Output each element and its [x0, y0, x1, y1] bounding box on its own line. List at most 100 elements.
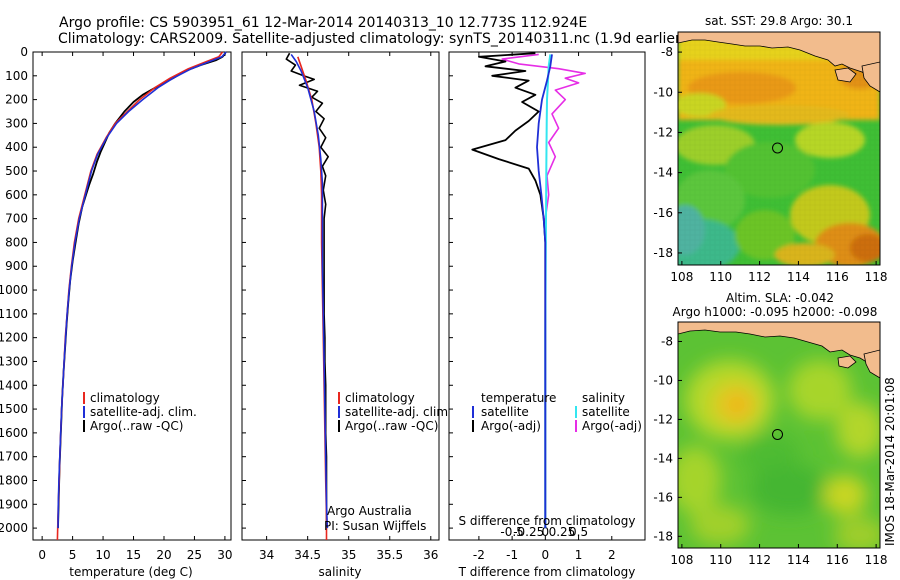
legend-argo: Argo(..raw -QC) [345, 419, 438, 433]
sst-field [678, 32, 880, 265]
sla-map-frame [677, 321, 881, 549]
map-x-tick-label: 118 [865, 270, 888, 284]
map-x-tick-label: 110 [709, 270, 732, 284]
salinity-panel: 34 34.5 35 35.5 36 salinity climatology sate… [241, 51, 452, 579]
sla-map-title: Altim. SLA: -0.042 [726, 291, 834, 305]
sla-map: Altim. SLA: -0.042 Argo h1000: -0.095 h2… [653, 291, 887, 567]
s-argo-diff-line [501, 53, 586, 529]
y-tick-label: 100 [5, 69, 28, 83]
map-y-tick-label: -10 [653, 85, 673, 99]
temperature-legend: climatology satellite-adj. clim. Argo(..… [83, 391, 197, 433]
salinity-legend: climatology satellite-adj. clim. Argo(..… [338, 391, 452, 433]
map-x-tick-label: 114 [787, 553, 810, 567]
t-satellite-diff-line [536, 54, 553, 529]
s-tick-label: -0.5 [500, 525, 523, 539]
y-tick-label: 600 [5, 188, 28, 202]
x-tick-label: 34.5 [294, 548, 321, 562]
y-tick-label: 1300 [0, 354, 28, 368]
map-x-tick-label: 110 [709, 553, 732, 567]
sst-map-frame [677, 31, 881, 266]
pi-note: PI: Susan Wijffels [324, 519, 426, 533]
y-tick-label: 1700 [0, 450, 28, 464]
y-tick-label: 800 [5, 235, 28, 249]
map-x-tick-label: 116 [826, 553, 849, 567]
y-tick-label: 1100 [0, 307, 28, 321]
x-tick-label: 25 [187, 548, 202, 562]
y-tick-label: 0 [20, 45, 28, 59]
map-y-tick-label: -8 [661, 334, 673, 348]
difference-panel: -2 -1 0 1 2-0.5-0.250 0.250.5 S difference fr… [448, 51, 646, 579]
map-y-tick-label: -12 [653, 125, 673, 139]
legend-argo: Argo(..raw -QC) [90, 419, 183, 433]
map-y-tick-label: -18 [653, 246, 673, 260]
legend-s-satellite: satellite [582, 405, 630, 419]
salinity-axes [241, 51, 440, 541]
land-island [861, 61, 880, 93]
figure-subtitle: Climatology: CARS2009. Satellite-adjuste… [58, 31, 686, 47]
y-tick-label: 2000 [0, 521, 28, 535]
y-tick-label: 900 [5, 259, 28, 273]
legend-s-argo: Argo(-adj) [582, 419, 642, 433]
map-x-tick-label: 114 [787, 270, 810, 284]
s-tick-label: -0.25 [513, 525, 544, 539]
imos-stamp: IMOS 18-Mar-2014 20:01:08 [883, 377, 897, 546]
legend-salinity-title: salinity [582, 391, 625, 405]
y-tick-label: 400 [5, 140, 28, 154]
s-tick-label: 0.5 [569, 525, 588, 539]
land-island [837, 355, 857, 369]
x-tick-label: 2 [608, 548, 616, 562]
x-tick-label: -2 [473, 548, 485, 562]
map-x-tick-label: 108 [670, 553, 693, 567]
y-tick-label: 1400 [0, 378, 28, 392]
map-y-tick-label: -14 [653, 451, 673, 465]
legend-climatology: climatology [345, 391, 415, 405]
legend-t-argo: Argo(-adj) [481, 419, 541, 433]
y-tick-label: 1500 [0, 402, 28, 416]
x-tick-label: -1 [506, 548, 518, 562]
map-x-tick-label: 112 [748, 553, 771, 567]
y-tick-label: 1600 [0, 426, 28, 440]
y-tick-label: 700 [5, 212, 28, 226]
s-tick-label: 0 [542, 525, 550, 539]
map-x-tick-label: 112 [748, 270, 771, 284]
x-tick-label: 35 [341, 548, 356, 562]
map-y-tick-label: -10 [653, 373, 673, 387]
t-difference-xlabel: T difference from climatology [458, 565, 636, 579]
figure-title: Argo profile: CS 5903951_61 12-Mar-2014 … [59, 15, 587, 31]
temperature-panel: 0 5 10 15 20 25 300100200300400500600700800900… [0, 45, 233, 579]
map-x-tick-label: 108 [670, 270, 693, 284]
x-tick-label: 5 [69, 548, 77, 562]
x-tick-label: 20 [156, 548, 171, 562]
x-tick-label: 0 [38, 548, 46, 562]
legend-climatology: climatology [90, 391, 160, 405]
difference-legend: temperature satellite Argo(-adj) salinit… [472, 391, 642, 433]
x-tick-label: 0 [542, 548, 550, 562]
x-tick-label: 30 [217, 548, 232, 562]
temperature-xlabel: temperature (deg C) [69, 565, 192, 579]
satellite-temperature-line [57, 51, 227, 529]
y-tick-label: 300 [5, 116, 28, 130]
legend-satellite: satellite-adj. clim. [90, 405, 197, 419]
argo-australia-note: Argo Australia [327, 504, 412, 518]
y-tick-label: 1800 [0, 473, 28, 487]
x-tick-label: 15 [126, 548, 141, 562]
map-y-tick-label: -16 [653, 490, 673, 504]
y-tick-label: 1000 [0, 283, 28, 297]
map-x-tick-label: 118 [865, 553, 888, 567]
x-tick-label: 36 [423, 548, 438, 562]
s-difference-xlabel: S difference from climatology [459, 514, 636, 528]
legend-satellite: satellite-adj. clim. [345, 405, 452, 419]
sst-map-title: sat. SST: 29.8 Argo: 30.1 [705, 14, 853, 28]
sla-map-subtitle: Argo h1000: -0.095 h2000: -0.098 [673, 305, 878, 319]
satellite-salinity-line [290, 53, 329, 529]
argo-location-marker [772, 142, 784, 154]
argo-location-marker [772, 428, 784, 440]
legend-t-satellite: satellite [481, 405, 529, 419]
map-y-tick-label: -12 [653, 412, 673, 426]
y-tick-label: 200 [5, 93, 28, 107]
y-tick-label: 1200 [0, 331, 28, 345]
y-tick-label: 1900 [0, 497, 28, 511]
x-tick-label: 10 [95, 548, 110, 562]
s-tick-label: 0.25 [549, 525, 576, 539]
